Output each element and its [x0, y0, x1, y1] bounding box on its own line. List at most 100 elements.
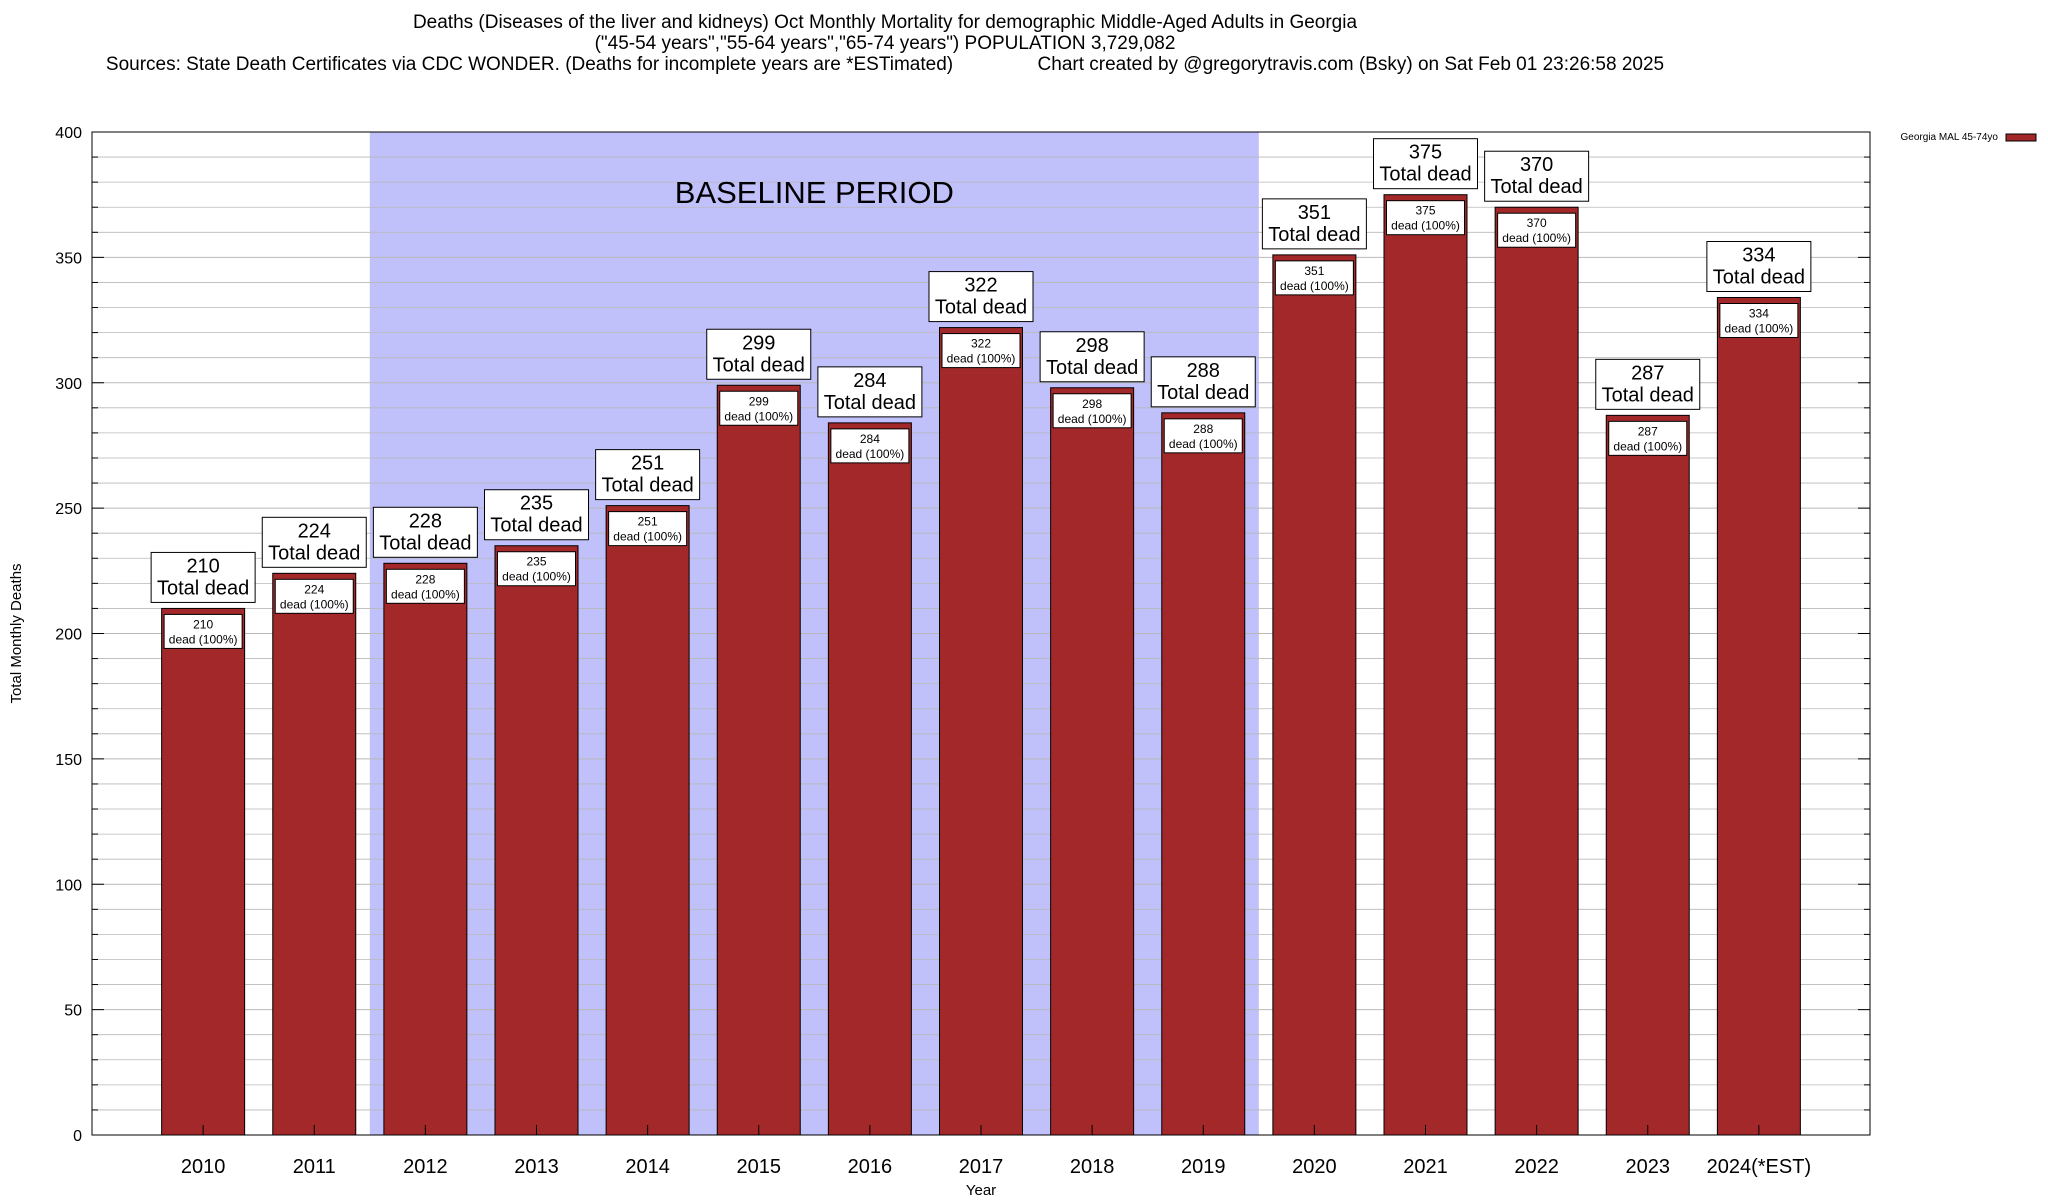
y-axis-title: Total Monthly Deaths [8, 563, 25, 703]
total-label-value: 351 [1298, 202, 1331, 224]
legend: Georgia MAL 45-74yo [1901, 132, 2037, 143]
x-tick-label: 2015 [737, 1156, 782, 1178]
inner-label-box [719, 390, 799, 426]
inner-label-text: dead (100%) [836, 447, 905, 461]
inner-label-box [1608, 420, 1688, 456]
total-label-text: Total dead [268, 542, 360, 564]
total-label-text: Total dead [1157, 382, 1249, 404]
total-label-value: 224 [298, 520, 331, 542]
total-label-box [150, 551, 256, 603]
inner-label-text: dead (100%) [613, 530, 682, 544]
bar [1383, 194, 1468, 1136]
total-label-text: Total dead [490, 515, 582, 537]
inner-label-text: dead (100%) [1058, 412, 1127, 426]
total-label-value: 210 [186, 555, 219, 577]
x-tick-label: 2011 [293, 1156, 336, 1178]
total-label-box [1261, 198, 1367, 250]
total-label-box [595, 449, 701, 501]
inner-label-text: dead (100%) [1502, 231, 1571, 245]
y-tick-label: 150 [55, 752, 82, 769]
total-label-value: 288 [1187, 360, 1220, 382]
inner-label-text: dead (100%) [502, 570, 571, 584]
bar [1161, 412, 1246, 1136]
x-tick-label: 2020 [1292, 1156, 1337, 1178]
inner-label-text: dead (100%) [1613, 439, 1682, 453]
x-tick-label: 2016 [848, 1156, 893, 1178]
inner-label-box [830, 428, 910, 464]
inner-label-box [608, 511, 688, 547]
total-label-text: Total dead [1713, 266, 1805, 288]
bar [272, 572, 357, 1136]
bar [827, 422, 912, 1136]
inner-label-text: dead (100%) [724, 409, 793, 423]
total-label-box [1373, 138, 1478, 190]
total-label-value: 287 [1631, 362, 1664, 384]
y-tick-label: 400 [55, 125, 82, 142]
bar [716, 384, 801, 1136]
inner-label-text: dead (100%) [391, 587, 460, 601]
total-label-text: Total dead [1602, 384, 1694, 406]
inner-label-text: dead (100%) [280, 597, 349, 611]
y-tick-label: 350 [55, 250, 82, 267]
total-label-text: Total dead [713, 354, 805, 376]
inner-label-box [1386, 200, 1465, 236]
total-label-box [372, 506, 478, 558]
x-axis-title: Year [966, 1182, 996, 1199]
bar [1494, 206, 1579, 1136]
total-label-value: 322 [964, 275, 997, 297]
bar [383, 562, 468, 1136]
total-label-text: Total dead [824, 392, 916, 414]
total-label-text: Total dead [1046, 357, 1138, 379]
chart-source-line: Sources: State Death Certificates via CD… [105, 54, 1665, 75]
x-tick-label: 2012 [403, 1156, 448, 1178]
inner-label-value: 224 [304, 582, 324, 596]
total-label-text: Total dead [379, 532, 471, 554]
bar [1605, 414, 1690, 1136]
inner-label-box [497, 551, 576, 587]
total-label-box [484, 489, 589, 541]
x-tick-label: 2023 [1626, 1156, 1671, 1178]
axes: 0 50 100 150 200 250 300 350 400 2010 2011 2012 2013… [55, 125, 1870, 1178]
total-label-text: Total dead [1268, 224, 1360, 246]
inner-label-box [385, 568, 465, 604]
inner-label-box [1163, 418, 1243, 454]
inner-label-text: dead (100%) [1725, 321, 1794, 335]
inner-label-text: dead (100%) [1391, 219, 1460, 233]
total-label-value: 299 [742, 332, 775, 354]
total-label-text: Total dead [157, 577, 249, 599]
inner-label-box [163, 613, 243, 649]
inner-label-box [1719, 302, 1799, 338]
inner-label-value: 351 [1304, 264, 1324, 278]
inner-label-box [274, 578, 354, 614]
inner-label-value: 375 [1415, 204, 1435, 218]
inner-label-box [1497, 212, 1577, 248]
inner-label-box [1052, 393, 1132, 429]
inner-label-box [1274, 260, 1354, 296]
total-label-value: 334 [1742, 244, 1775, 266]
bar [161, 607, 246, 1136]
inner-label-value: 287 [1638, 424, 1658, 438]
total-label-box [261, 516, 367, 568]
inner-label-value: 235 [526, 555, 546, 569]
inner-label-value: 210 [193, 617, 213, 631]
inner-label-value: 228 [415, 572, 435, 586]
inner-label-text: dead (100%) [1280, 279, 1349, 293]
x-tick-label: 2013 [514, 1156, 559, 1178]
bar [494, 545, 579, 1136]
total-label-box [1039, 331, 1145, 383]
x-tick-label: 2017 [959, 1156, 1004, 1178]
inner-label-value: 251 [638, 515, 658, 529]
total-label-value: 235 [520, 493, 553, 515]
y-tick-label: 200 [55, 627, 82, 644]
total-label-value: 228 [409, 510, 442, 532]
total-label-box [1484, 150, 1590, 202]
x-tick-label: 2022 [1514, 1156, 1559, 1178]
chart-title: Deaths (Diseases of the liver and kidney… [412, 12, 1358, 33]
bar [1716, 296, 1801, 1136]
x-tick-label: 2010 [181, 1156, 226, 1178]
total-label-value: 251 [631, 453, 664, 475]
inner-label-value: 299 [749, 394, 769, 408]
bar [605, 505, 690, 1136]
